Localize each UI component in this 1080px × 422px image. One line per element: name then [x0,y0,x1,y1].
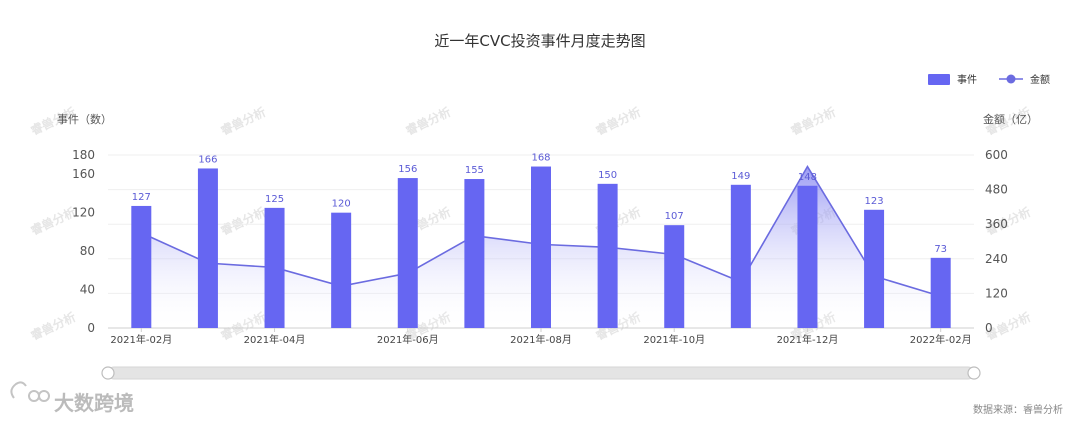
slider-handle-left[interactable] [101,366,115,380]
y-axis-right-label: 金额（亿） [983,112,1038,126]
legend-marker-amount [1006,74,1016,84]
bar-value-label: 73 [934,244,947,255]
y-left-tick-label: 120 [72,206,95,220]
event-bar [664,225,685,328]
brand-logo: 大数跨境 [10,381,134,415]
watermark-text: 睿兽分析 [593,104,643,138]
legend-label-events: 事件 [957,73,977,86]
watermark-text: 睿兽分析 [403,104,453,138]
y-axis-right-ticks: 0 120 240 360 480 600 [985,148,1008,335]
bar-value-label: 127 [132,192,151,203]
x-axis-ticks: 2021年-02月 2021年-04月 2021年-06月 2021年-08月 2021… [110,328,972,346]
slider-track[interactable] [107,366,975,380]
event-bar [730,184,751,328]
bar-value-label: 107 [665,211,684,222]
event-bar [197,168,218,328]
x-tick-label: 2021年-02月 [110,333,172,346]
bar-value-label: 168 [531,153,550,164]
legend: 事件 金额 [928,73,1050,86]
bar-value-label: 125 [265,194,284,205]
x-tick-label: 2022年-02月 [910,333,972,346]
event-bar [930,257,951,328]
chart-title: 近一年CVC投资事件月度走势图 [434,32,645,50]
bar-value-label: 150 [598,170,617,181]
x-tick-label: 2021年-12月 [777,333,839,346]
bar-value-label: 166 [198,154,217,165]
y-left-tick-label: 180 [72,148,95,162]
y-left-tick-label: 40 [80,283,95,297]
event-bar [797,185,818,328]
legend-label-amount: 金额 [1030,73,1050,86]
slider-handle-right[interactable] [967,366,981,380]
y-right-tick-label: 600 [985,148,1008,162]
watermark-text: 睿兽分析 [218,104,268,138]
data-source: 数据来源：睿兽分析 [973,403,1063,416]
event-bar [864,209,885,328]
event-bar [264,207,285,328]
event-bar [464,179,485,328]
watermark-text: 睿兽分析 [28,204,78,238]
x-tick-label: 2021年-04月 [244,333,306,346]
watermark-text: 睿兽分析 [788,104,838,138]
y-right-tick-label: 480 [985,183,1008,197]
y-left-tick-label: 160 [72,167,95,181]
data-zoom-slider[interactable] [101,366,981,380]
event-bar [397,178,418,328]
event-bar [331,212,352,328]
y-left-tick-label: 0 [87,321,95,335]
watermark-text: 睿兽分析 [28,309,78,343]
y-axis-left-label: 事件（数） [57,113,112,126]
bar-data-labels: 127 166 125 120 156 155 168 150 107 149 148 123 73 [132,153,947,255]
y-left-tick-label: 80 [80,244,95,258]
bar-value-label: 149 [731,171,750,182]
y-right-tick-label: 240 [985,252,1008,266]
bar-value-label: 155 [465,165,484,176]
event-bar [597,183,618,328]
x-tick-label: 2021年-06月 [377,333,439,346]
bar-value-label: 148 [798,172,817,183]
y-right-tick-label: 0 [985,321,993,335]
brand-text: 大数跨境 [54,391,134,415]
brand-icon [10,381,50,402]
x-tick-label: 2021年-08月 [510,333,572,346]
bar-value-label: 156 [398,164,417,175]
x-tick-label: 2021年-10月 [643,333,705,346]
y-axis-left-ticks: 0 40 80 120 160 180 [72,148,95,335]
event-bar [131,205,152,328]
bar-value-label: 123 [865,196,884,207]
y-right-tick-label: 120 [985,286,1008,300]
bar-value-label: 120 [332,199,351,210]
watermark-text: 睿兽分析 [218,204,268,238]
legend-swatch-events [928,74,950,85]
event-bar [531,166,551,328]
y-right-tick-label: 360 [985,217,1008,231]
events-bar-series [131,166,951,328]
